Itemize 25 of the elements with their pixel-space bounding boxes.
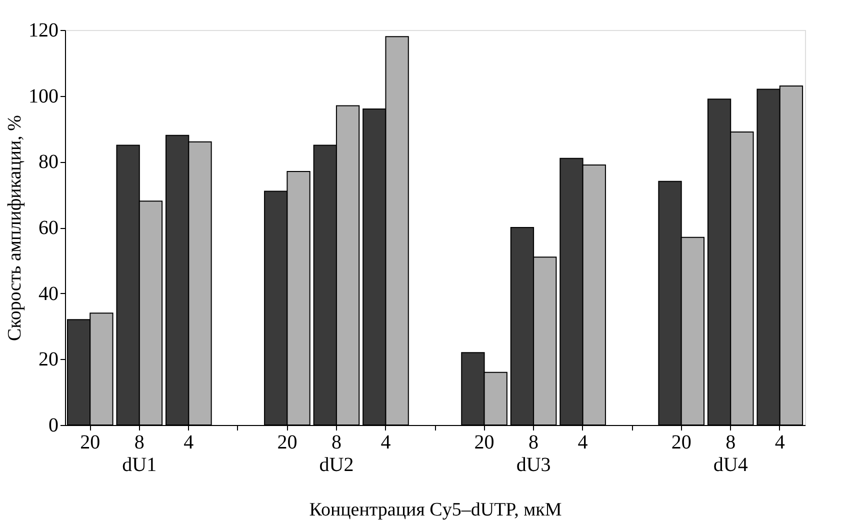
x-tick-label: 20 [80, 432, 100, 454]
x-tick-label: 8 [726, 432, 736, 454]
text: dU1 [122, 454, 157, 476]
y-axis-title: Скорость амплификации, % [4, 114, 26, 342]
y-tick-label: 60 [38, 217, 58, 239]
text: dU2 [319, 454, 354, 476]
x-tick-label: 20 [277, 432, 298, 454]
x-tick-label: 4 [184, 432, 194, 454]
x-tick-label: 8 [331, 432, 342, 454]
x-tick-label: 8 [134, 432, 144, 454]
y-tick-label: 40 [38, 282, 58, 305]
x-tick-label: 4 [774, 432, 785, 454]
x-tick-label: 20 [474, 432, 494, 454]
y-tick-label: 120 [28, 20, 58, 42]
x-tick-label: 20 [671, 432, 692, 454]
x-tick-label: 4 [578, 432, 588, 454]
y-tick-label: 20 [38, 348, 58, 371]
text: dU4 [713, 454, 748, 476]
x-tick-label: 8 [528, 432, 539, 454]
x-axis-title: Концентрация Cy5–dUTP, мкМ [309, 500, 562, 520]
text: dU3 [516, 454, 551, 476]
y-tick-label: 100 [28, 85, 58, 108]
y-tick-label: 80 [38, 151, 58, 174]
x-tick-label: 4 [380, 432, 391, 454]
y-tick-label: 0 [48, 414, 58, 436]
